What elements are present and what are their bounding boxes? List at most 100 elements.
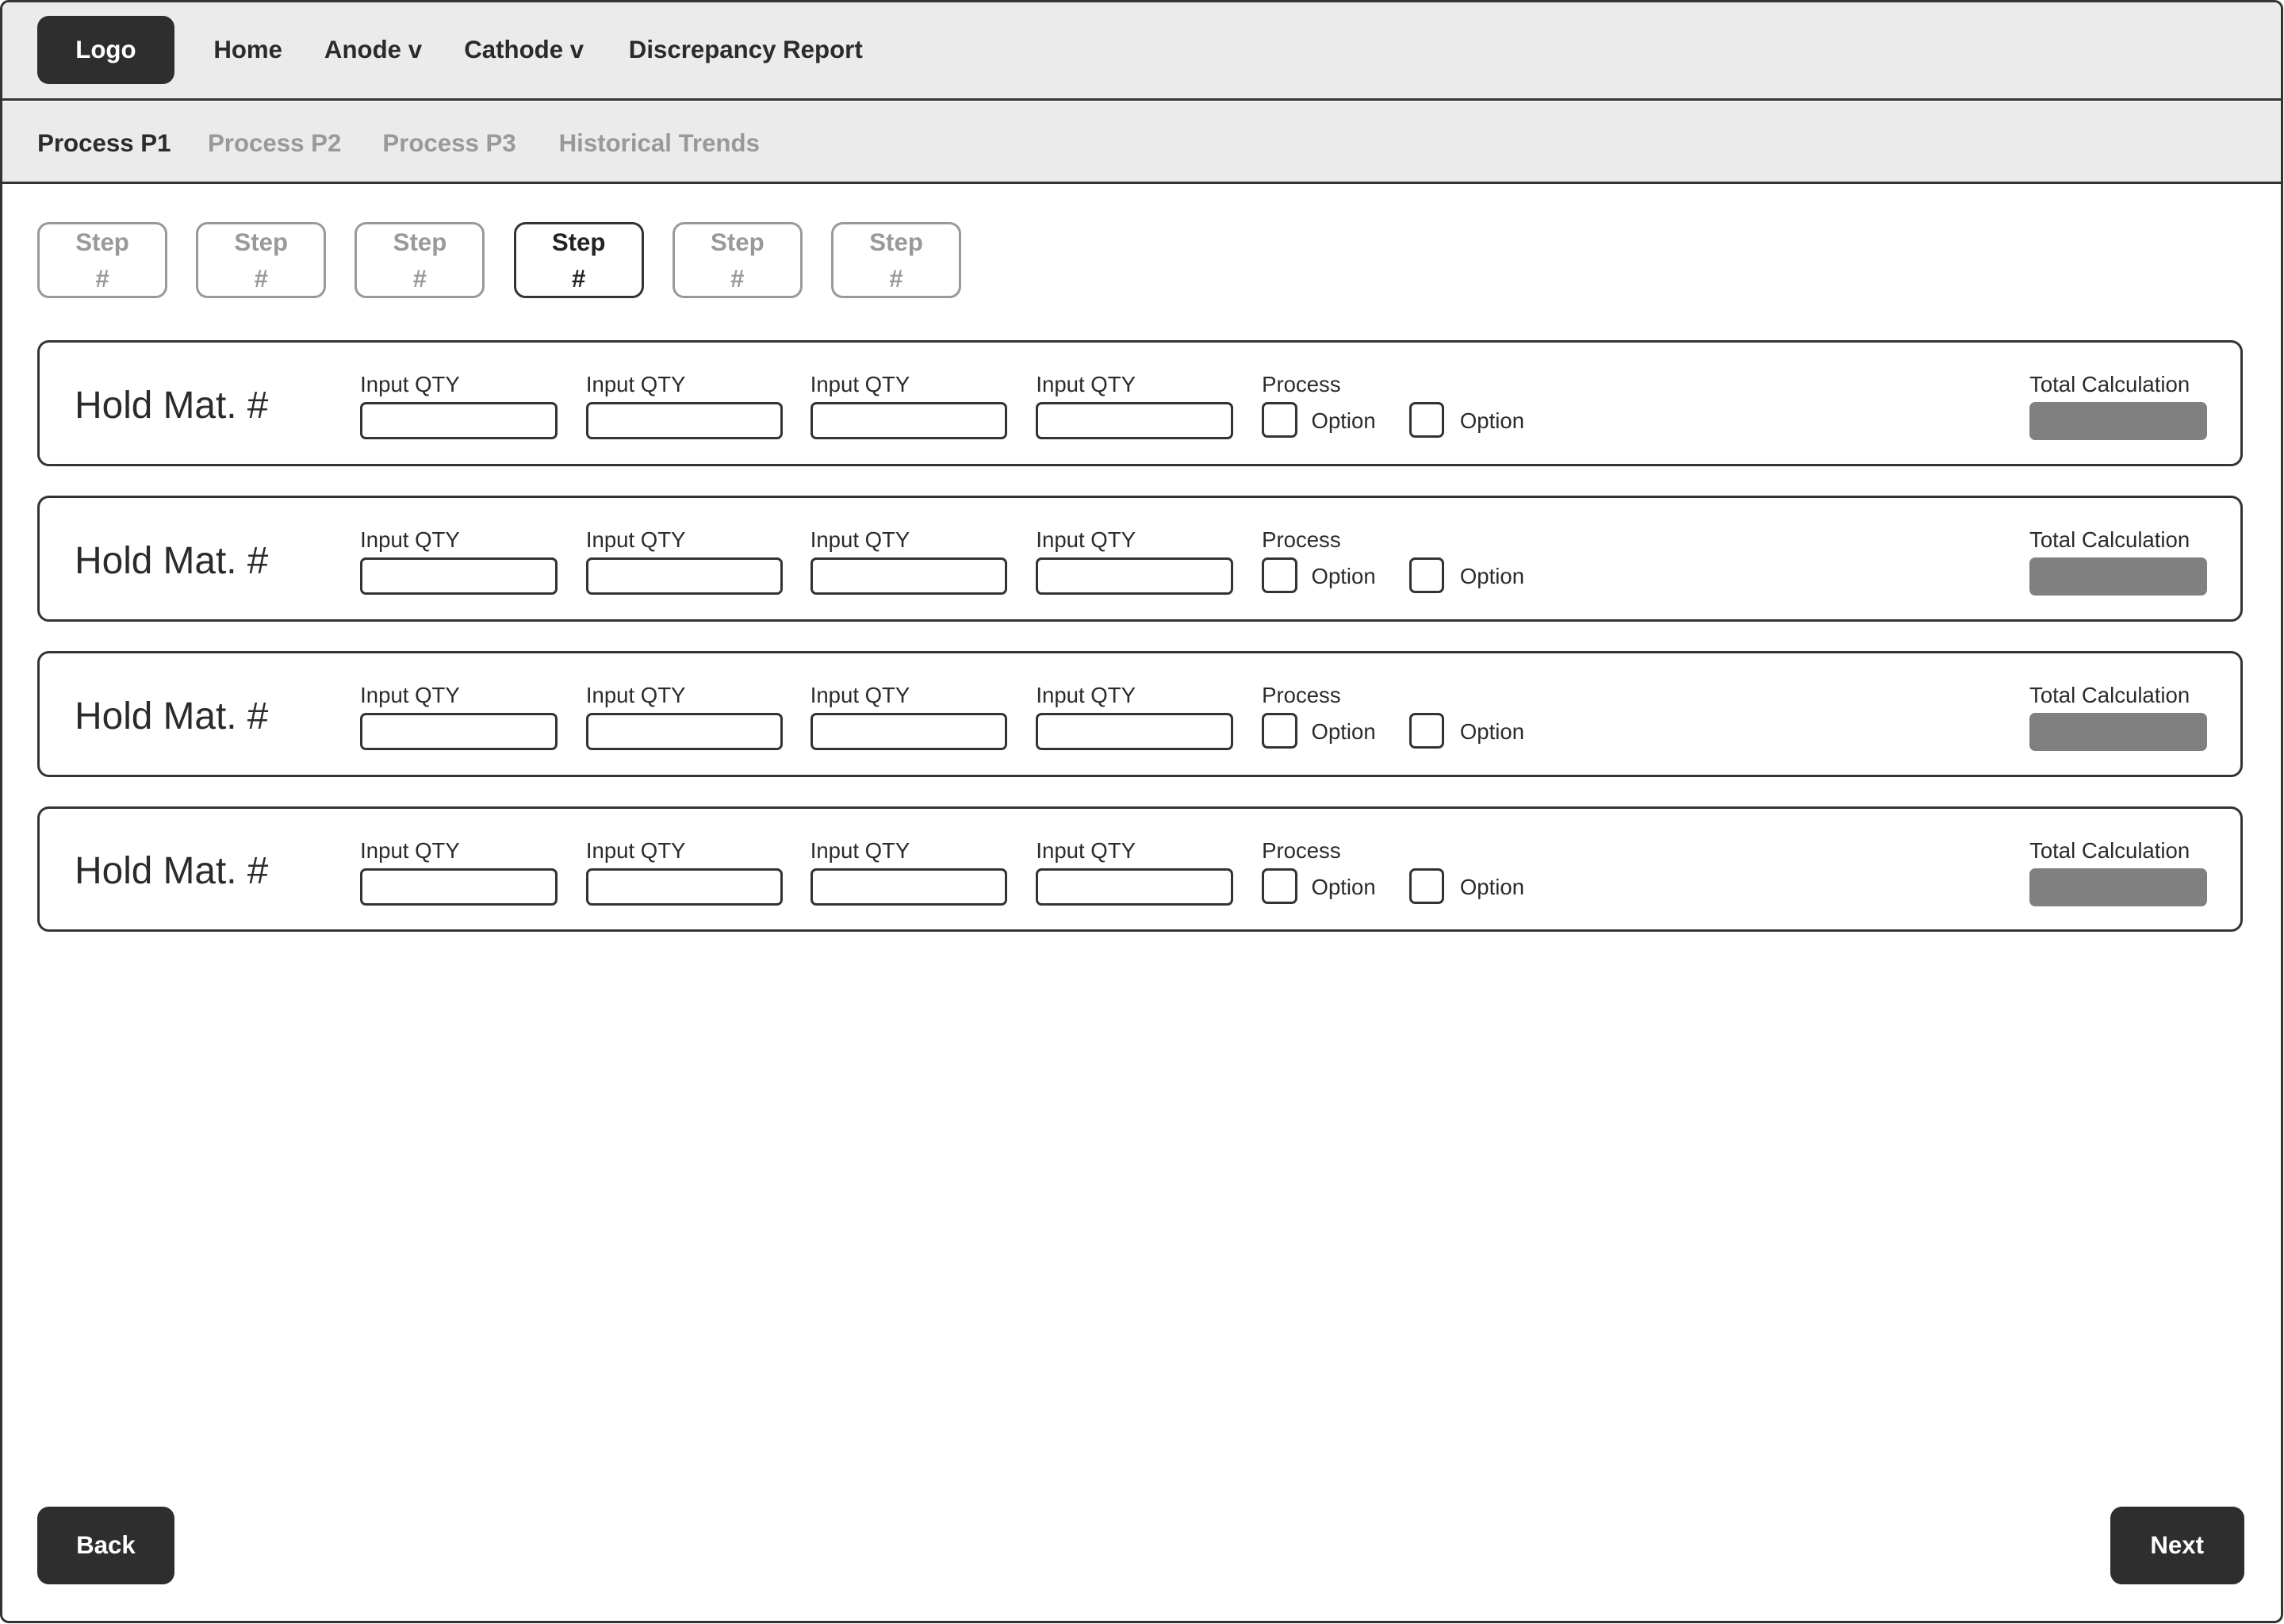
total-calculation-value: [2029, 713, 2208, 752]
option-checkbox[interactable]: [1262, 402, 1297, 438]
option-label: Option: [1459, 408, 1525, 433]
tab-process-p1[interactable]: Process P1: [37, 128, 171, 157]
option-label: Option: [1459, 874, 1525, 899]
nav-home[interactable]: Home: [213, 36, 283, 64]
option-checkbox[interactable]: [1262, 713, 1297, 749]
input-qty-field[interactable]: [1036, 868, 1233, 906]
logo[interactable]: Logo: [37, 15, 174, 84]
input-qty-field[interactable]: [1036, 557, 1233, 595]
hold-material-row: Hold Mat. # Input QTY Input QTY Input QTY In…: [37, 340, 2244, 466]
step-label: Step: [393, 228, 447, 257]
option-label: Option: [1459, 563, 1525, 588]
input-qty-field[interactable]: [585, 402, 784, 439]
input-qty-label: Input QTY: [1036, 682, 1136, 707]
step-1-button[interactable]: Step #: [37, 222, 168, 299]
input-qty-field[interactable]: [810, 557, 1008, 595]
option-label: Option: [1311, 408, 1376, 433]
step-number: #: [412, 265, 427, 293]
tab-historical-trends[interactable]: Historical Trends: [558, 128, 760, 157]
total-calculation-label: Total Calculation: [2029, 837, 2190, 863]
input-qty-label: Input QTY: [585, 682, 686, 707]
input-qty-label: Input QTY: [585, 527, 686, 552]
step-label: Step: [869, 228, 923, 257]
step-number: #: [571, 265, 586, 293]
hold-material-row: Hold Mat. # Input QTY Input QTY Input QTY In…: [37, 496, 2244, 622]
input-qty-label: Input QTY: [810, 371, 910, 396]
step-label: Step: [75, 228, 129, 257]
input-qty-field[interactable]: [360, 557, 558, 595]
input-qty-label: Input QTY: [360, 682, 460, 707]
total-calculation-value: [2029, 557, 2208, 596]
input-qty-field[interactable]: [810, 868, 1008, 906]
nav-discrepancy-report[interactable]: Discrepancy Report: [628, 36, 863, 64]
nav-cathode-dropdown[interactable]: Cathode v: [464, 36, 584, 64]
input-qty-label: Input QTY: [585, 837, 686, 863]
option-label: Option: [1311, 718, 1376, 744]
step-number: #: [95, 265, 109, 293]
back-button[interactable]: Back: [37, 1507, 174, 1584]
input-qty-label: Input QTY: [360, 371, 460, 396]
input-qty-label: Input QTY: [810, 527, 910, 552]
hold-material-title: Hold Mat. #: [75, 695, 269, 737]
step-number: #: [730, 265, 745, 293]
option-label: Option: [1459, 718, 1525, 744]
total-calculation-label: Total Calculation: [2029, 371, 2190, 396]
step-5-button[interactable]: Step #: [672, 222, 803, 299]
option-label: Option: [1311, 874, 1376, 899]
input-qty-field[interactable]: [360, 713, 558, 750]
total-calculation-value: [2029, 402, 2208, 441]
step-label: Step: [551, 228, 606, 257]
option-checkbox[interactable]: [1408, 402, 1445, 438]
step-label: Step: [234, 228, 289, 257]
hold-material-title: Hold Mat. #: [75, 384, 269, 427]
option-label: Option: [1311, 563, 1376, 588]
option-checkbox[interactable]: [1262, 868, 1297, 904]
option-checkbox[interactable]: [1408, 868, 1445, 904]
total-calculation-label: Total Calculation: [2029, 527, 2190, 552]
step-label: Step: [711, 228, 765, 257]
input-qty-label: Input QTY: [360, 837, 460, 863]
input-qty-field[interactable]: [585, 713, 784, 750]
process-label: Process: [1262, 837, 1341, 863]
step-3-button[interactable]: Step #: [354, 222, 485, 299]
option-checkbox[interactable]: [1408, 713, 1445, 749]
step-number: #: [889, 265, 903, 293]
step-2-button[interactable]: Step #: [196, 222, 327, 299]
next-button[interactable]: Next: [2110, 1507, 2244, 1584]
hold-material-title: Hold Mat. #: [75, 850, 269, 893]
tab-process-p2[interactable]: Process P2: [207, 128, 342, 157]
input-qty-field[interactable]: [1036, 402, 1233, 439]
total-calculation-value: [2029, 868, 2208, 907]
input-qty-field[interactable]: [360, 402, 558, 439]
hold-material-row: Hold Mat. # Input QTY Input QTY Input QTY In…: [37, 651, 2244, 777]
option-checkbox[interactable]: [1408, 557, 1445, 593]
tab-process-p3[interactable]: Process P3: [382, 128, 516, 157]
input-qty-label: Input QTY: [1036, 527, 1136, 552]
input-qty-label: Input QTY: [810, 837, 910, 863]
input-qty-field[interactable]: [1036, 713, 1233, 750]
input-qty-field[interactable]: [810, 713, 1008, 750]
input-qty-field[interactable]: [360, 868, 558, 906]
process-label: Process: [1262, 527, 1341, 552]
input-qty-label: Input QTY: [810, 682, 910, 707]
hold-material-row: Hold Mat. # Input QTY Input QTY Input QTY In…: [37, 806, 2244, 933]
step-number: #: [254, 265, 268, 293]
nav-anode-dropdown[interactable]: Anode v: [324, 36, 423, 64]
input-qty-label: Input QTY: [1036, 837, 1136, 863]
input-qty-label: Input QTY: [360, 527, 460, 552]
total-calculation-label: Total Calculation: [2029, 682, 2190, 707]
input-qty-field[interactable]: [810, 402, 1008, 439]
input-qty-field[interactable]: [585, 868, 784, 906]
input-qty-label: Input QTY: [1036, 371, 1136, 396]
hold-material-title: Hold Mat. #: [75, 539, 269, 582]
option-checkbox[interactable]: [1262, 557, 1297, 593]
top-nav: Logo Home Anode v Cathode v Discrepancy …: [2, 2, 2281, 102]
step-4-button[interactable]: Step #: [513, 222, 644, 299]
process-label: Process: [1262, 371, 1341, 396]
step-6-button[interactable]: Step #: [831, 222, 962, 299]
input-qty-label: Input QTY: [585, 371, 686, 396]
input-qty-field[interactable]: [585, 557, 784, 595]
process-label: Process: [1262, 682, 1341, 707]
sub-nav: Process P1 Process P2 Process P3 Histori…: [2, 101, 2281, 184]
